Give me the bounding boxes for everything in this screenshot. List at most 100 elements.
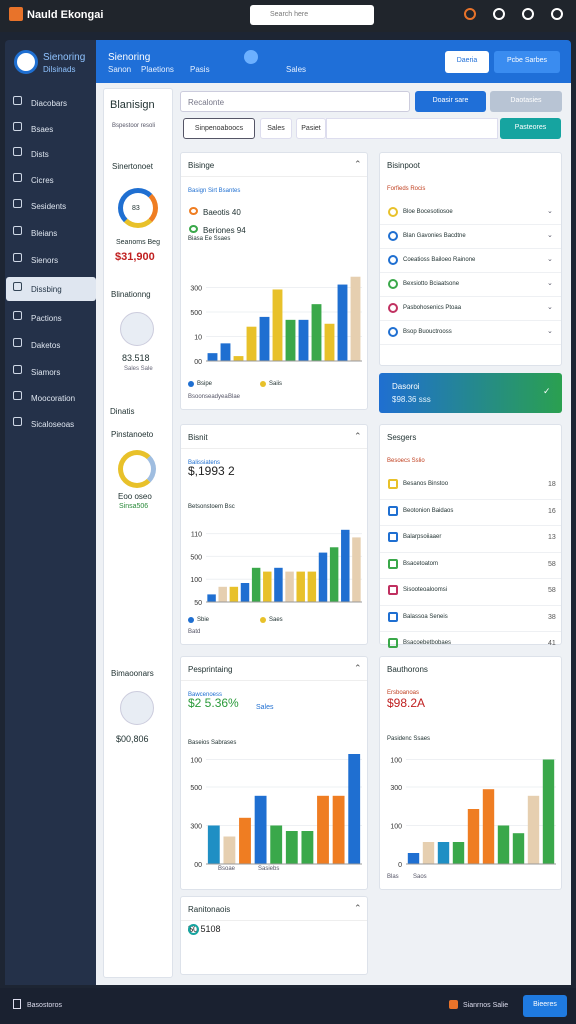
chart-title: Pasidenc Ssaes [387, 736, 431, 742]
list-text: Coeatioss Bailoeo Rainone [403, 257, 476, 263]
list-row[interactable] [380, 201, 561, 225]
bar [240, 583, 250, 602]
y-tick-label: 100 [390, 758, 402, 765]
list-row[interactable] [380, 579, 561, 606]
banner-title: Dasoroi [392, 382, 420, 391]
header-tab[interactable]: Pasis [190, 65, 210, 74]
card-footer: Batd [188, 629, 201, 635]
list-icon [388, 558, 398, 569]
toolbar-button[interactable]: Daotasies [490, 91, 562, 112]
search-box[interactable] [250, 5, 374, 25]
collapse[interactable]: ⌃ [354, 431, 362, 441]
legend-label: Saiis [269, 381, 283, 387]
list-row[interactable] [380, 526, 561, 553]
bar [223, 836, 236, 864]
nav-item[interactable]: Dissbing [31, 285, 62, 294]
list-chevron[interactable]: ⌄ [547, 304, 553, 311]
card-title: Bisnit [188, 433, 208, 442]
icon-circle [120, 691, 154, 725]
list-count: 13 [548, 534, 556, 541]
chart-title: Baseios Sabrases [188, 740, 237, 746]
bottom-label: Basostoros [27, 1002, 63, 1009]
nav-item[interactable]: Cicres [31, 176, 54, 185]
bottom-button[interactable]: Bieeres [523, 995, 567, 1017]
list-icon [388, 585, 398, 595]
list-row[interactable] [380, 225, 561, 249]
list-row[interactable] [380, 500, 561, 526]
card-footer: Blas [387, 874, 399, 880]
header-button[interactable]: Daeria [445, 51, 489, 73]
nav-item[interactable]: Diacobars [31, 99, 68, 108]
list-chevron[interactable]: ⌄ [547, 208, 553, 215]
legend-swatch [188, 617, 194, 623]
card [379, 152, 562, 366]
list-icon [388, 327, 398, 337]
top-icon[interactable] [493, 8, 505, 20]
nav-icon [13, 96, 22, 105]
collapse[interactable]: ⌃ [354, 159, 362, 169]
y-tick-label: 500 [190, 310, 202, 317]
list-row[interactable] [380, 273, 561, 297]
nav-item[interactable]: Dists [31, 150, 49, 159]
header-tab[interactable]: Sanon [108, 65, 132, 74]
list-row[interactable] [380, 249, 561, 273]
list-text: Bexsiotto Bciaatsone [403, 281, 460, 287]
card-title: Ranitonaois [188, 905, 231, 914]
nav-item[interactable]: Sicaloseoas [31, 420, 75, 429]
top-icon[interactable] [522, 8, 534, 20]
list-row[interactable] [380, 321, 561, 345]
top-icon[interactable] [551, 8, 563, 20]
legend-label: Saes [269, 617, 283, 623]
list-chevron[interactable]: ⌄ [547, 280, 553, 287]
bar [246, 326, 257, 361]
list-icon [388, 255, 398, 265]
list-chevron[interactable]: ⌄ [547, 232, 553, 239]
nav-item[interactable]: Sienors [31, 256, 59, 265]
y-tick-label: 110 [191, 532, 202, 539]
header-button[interactable]: Pcbe Sarbes [494, 51, 560, 73]
nav-item[interactable]: Sesidents [31, 202, 67, 211]
row-icon [189, 207, 198, 215]
panel-subtitle: Bspestoor resoli [112, 123, 156, 129]
header-tab[interactable]: Plaetions [141, 65, 174, 74]
card-footer: Sasiebs [258, 866, 280, 872]
toolbar-search[interactable] [180, 91, 410, 112]
collapse[interactable]: ⌃ [354, 663, 362, 673]
toolbar-button[interactable]: Doasir sare [415, 91, 486, 112]
list-row[interactable] [380, 473, 561, 500]
nav-item[interactable]: Bsaes [31, 125, 54, 134]
bar [285, 831, 298, 864]
banner-check[interactable]: ✓ [543, 386, 551, 396]
list-count: 58 [548, 587, 556, 594]
filter-field[interactable] [326, 118, 498, 139]
nav-item[interactable]: Daketos [31, 341, 61, 350]
row-icon [189, 225, 198, 233]
filter[interactable]: Pasiet [296, 118, 326, 139]
header-tab[interactable]: Sales [286, 65, 307, 74]
list-row[interactable] [380, 297, 561, 321]
toolbar-action[interactable]: Pasteores [500, 118, 561, 139]
list-chevron[interactable]: ⌄ [547, 256, 553, 263]
sidebar-brand: Sienoring [43, 52, 86, 63]
nav-item[interactable]: Siamors [31, 368, 61, 377]
filter[interactable]: Sinpenoaboocs [183, 118, 255, 139]
top-icon[interactable] [464, 8, 476, 20]
banner [379, 373, 562, 413]
list-chevron[interactable]: ⌄ [547, 328, 553, 335]
sidebar-logo [14, 50, 38, 74]
nav-item[interactable]: Pactions [31, 314, 62, 323]
card [180, 152, 368, 410]
bar [274, 567, 283, 602]
nav-item[interactable]: Bleians [31, 229, 58, 238]
status-icon [449, 1000, 458, 1009]
list-row[interactable] [380, 606, 561, 632]
filter[interactable]: Sales [260, 118, 292, 139]
y-tick-label: 100 [190, 577, 202, 584]
collapse[interactable]: ⌃ [354, 903, 362, 913]
row-text: Beriones 94 [203, 226, 246, 235]
list-row[interactable] [380, 553, 561, 579]
bottom-bar [0, 988, 576, 1024]
nav-item[interactable]: Moocoration [31, 394, 76, 403]
legend-swatch [188, 381, 194, 387]
